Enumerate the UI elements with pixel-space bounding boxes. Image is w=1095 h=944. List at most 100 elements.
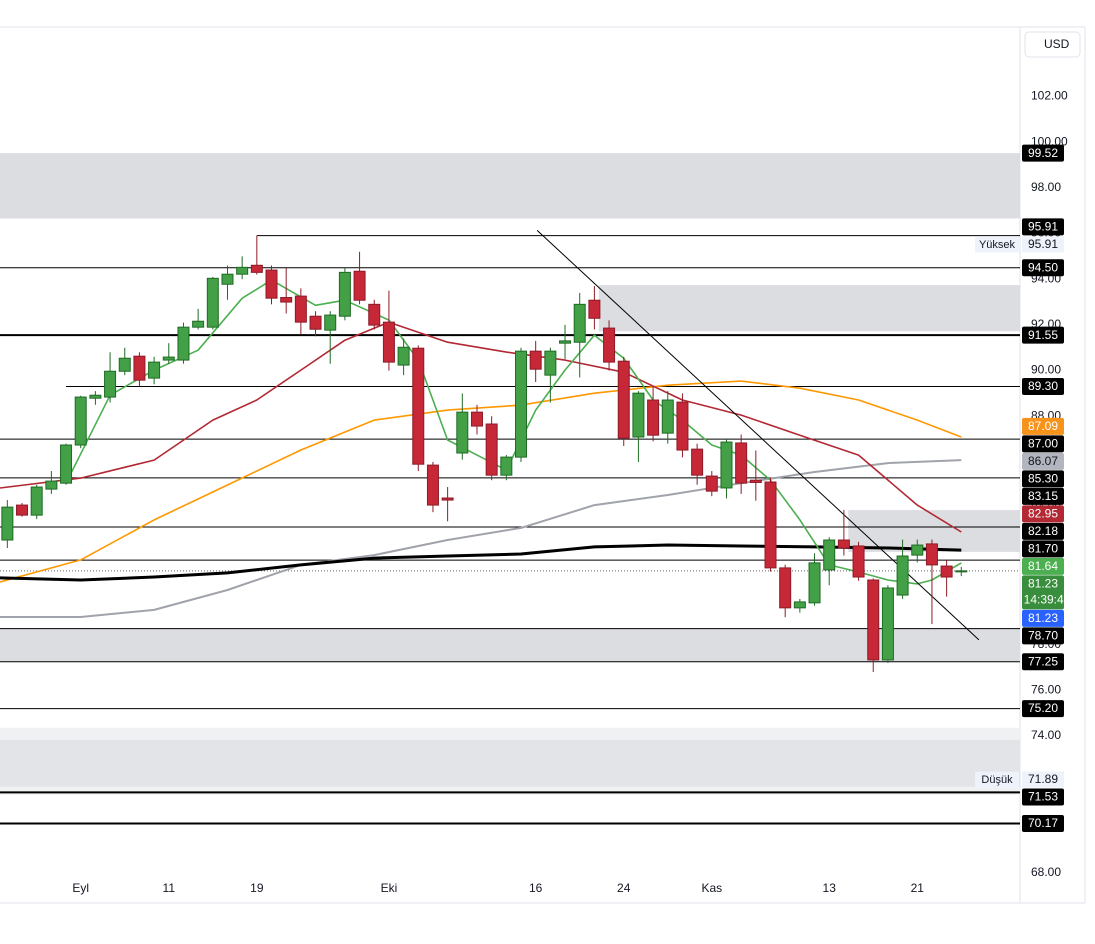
currency-button[interactable]: USD xyxy=(1024,31,1081,58)
price-tag xyxy=(1022,326,1064,344)
candle-body xyxy=(544,350,557,376)
price-tag xyxy=(1022,575,1064,610)
price-tag xyxy=(1022,417,1064,435)
candle-body xyxy=(148,361,161,379)
candle-body xyxy=(74,396,87,446)
candle-body xyxy=(632,392,645,438)
candle-body xyxy=(441,497,454,501)
candle-body xyxy=(338,271,351,317)
candle-body xyxy=(118,357,131,372)
price-tag-label: 86.07 xyxy=(1028,454,1058,468)
price-tag xyxy=(1022,218,1064,236)
candle-body xyxy=(470,411,483,427)
candle-body xyxy=(309,315,322,330)
y-tick-label: 68.00 xyxy=(1031,865,1061,879)
currency-label[interactable]: USD xyxy=(1044,37,1070,51)
price-tag-label: 89.30 xyxy=(1028,379,1058,393)
price-tag-label: 87.00 xyxy=(1028,437,1058,451)
candle-body xyxy=(412,347,425,465)
candle-body xyxy=(749,479,762,483)
zone xyxy=(0,153,1020,219)
y-tick-label: 98.00 xyxy=(1031,180,1061,194)
candle-body xyxy=(940,565,953,578)
moving-average xyxy=(65,279,962,585)
price-tag xyxy=(1022,609,1064,627)
price-tag-label: 81.23 xyxy=(1028,577,1058,591)
x-tick-label: 11 xyxy=(163,881,176,895)
extreme-label: 95.91 xyxy=(1028,237,1058,251)
moving-average xyxy=(0,459,962,618)
candle-body xyxy=(397,346,410,366)
candle-body xyxy=(955,570,968,573)
price-tag-label: 75.20 xyxy=(1028,701,1058,715)
candle-body xyxy=(793,601,806,609)
price-tag xyxy=(1022,452,1064,470)
candle-body xyxy=(896,555,909,596)
candle-body xyxy=(735,442,748,484)
price-tag-label: 81.64 xyxy=(1028,559,1058,573)
y-tick-label: 90.00 xyxy=(1031,363,1061,377)
price-tag-label: 70.17 xyxy=(1028,816,1058,830)
zone xyxy=(598,285,1020,332)
extreme-label: 71.89 xyxy=(1028,772,1058,786)
moving-average xyxy=(0,543,962,582)
candle-body xyxy=(177,326,190,361)
price-tag xyxy=(1022,487,1064,505)
candle-body xyxy=(294,295,307,323)
price-tag xyxy=(1022,435,1064,453)
candle-body xyxy=(133,355,146,381)
price-tag-label: 87.09 xyxy=(1028,419,1058,433)
candle-body xyxy=(808,562,821,604)
candle-body xyxy=(588,299,601,319)
price-tag xyxy=(1022,788,1064,806)
candle-body xyxy=(925,543,938,566)
candle-body xyxy=(823,539,836,571)
price-tag-label: 99.52 xyxy=(1028,146,1058,160)
candle-body xyxy=(515,350,528,458)
price-tag xyxy=(1022,505,1064,523)
candle-body xyxy=(382,321,395,363)
candle-body xyxy=(676,401,689,451)
price-tag xyxy=(1022,557,1064,575)
extreme-tag xyxy=(1022,236,1064,253)
candle-body xyxy=(280,296,293,303)
candle-body xyxy=(911,544,924,556)
extreme-name-box xyxy=(975,236,1019,253)
price-tag xyxy=(1022,653,1064,671)
price-tag-label: 85.30 xyxy=(1028,472,1058,486)
x-tick-label: 24 xyxy=(617,881,631,895)
price-tag-label: 82.18 xyxy=(1028,524,1058,538)
candle-body xyxy=(881,587,894,661)
price-tag xyxy=(1022,470,1064,488)
candle-body xyxy=(324,314,337,331)
candle-body xyxy=(236,266,249,275)
candle-body xyxy=(837,539,850,549)
candle-body xyxy=(60,444,73,484)
y-tick-label: 102.00 xyxy=(1031,89,1068,103)
x-tick-label: Eki xyxy=(381,881,398,895)
price-tag xyxy=(1022,627,1064,645)
price-tag-label: 94.50 xyxy=(1028,260,1058,274)
candle-body xyxy=(691,448,704,476)
candle-body xyxy=(617,360,630,439)
currency-box[interactable] xyxy=(1024,31,1081,58)
x-tick-label: 19 xyxy=(250,881,264,895)
price-tag-label: 95.91 xyxy=(1028,220,1058,234)
price-tag xyxy=(1022,259,1064,277)
candle-body xyxy=(1,506,14,541)
price-tag-label: 78.70 xyxy=(1028,629,1058,643)
candle-body xyxy=(426,464,439,506)
candle-body xyxy=(353,270,366,301)
candle-body xyxy=(104,370,117,398)
candle-body xyxy=(16,504,29,516)
y-tick-label: 76.00 xyxy=(1031,682,1061,696)
candle-body xyxy=(265,269,278,299)
candle-body xyxy=(559,340,572,344)
extreme-name: Düşük xyxy=(981,774,1013,786)
price-tag xyxy=(1022,540,1064,558)
candle-body xyxy=(764,481,777,569)
candle-body xyxy=(162,356,175,361)
candle-body xyxy=(500,456,513,476)
